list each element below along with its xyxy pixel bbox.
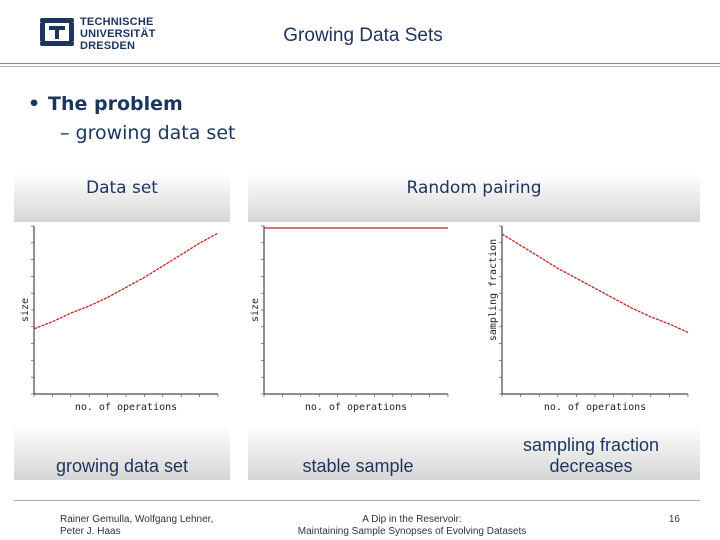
footer-authors: Rainer Gemulla, Wolfgang Lehner, Peter J… — [60, 514, 213, 538]
chart-data-set: no. of operations size — [18, 222, 222, 412]
tu-dresden-logo: TECHNISCHE UNIVERSITÄT DRESDEN — [38, 14, 168, 54]
footer-divider — [14, 500, 700, 501]
chart-sampling-fraction: no. of operations sampling fraction — [488, 222, 694, 412]
panel-random-pairing-footer: stable sample sampling fraction decrease… — [248, 424, 700, 480]
footer-talk-title: A Dip in the Reservoir: Maintaining Samp… — [272, 514, 552, 538]
caption-sampling-fraction: sampling fraction decreases — [522, 435, 660, 476]
panel-heading-random-pairing: Random pairing — [406, 178, 542, 198]
series-line — [33, 232, 219, 330]
y-axis-label: size — [20, 298, 31, 322]
header-divider — [0, 63, 720, 64]
x-axis-label: no. of operations — [305, 402, 407, 412]
footer-talk-line-2: Maintaining Sample Synopses of Evolving … — [297, 526, 527, 537]
y-axis-label: size — [250, 298, 261, 322]
sub-bullet: – growing data set — [60, 122, 236, 144]
y-axis-label: sampling fraction — [488, 239, 499, 341]
caption-stable-sample: stable sample — [302, 456, 414, 476]
series-line — [501, 233, 689, 334]
panel-random-pairing-header: Random pairing — [248, 174, 700, 222]
chart-data-set-svg: no. of operations size — [20, 225, 219, 412]
tu-logo-icon — [40, 18, 74, 46]
logo-line-2: UNIVERSITÄT — [80, 28, 156, 40]
footer-authors-line-1: Rainer Gemulla, Wolfgang Lehner, — [60, 514, 214, 525]
bullet-problem: • The problem — [28, 93, 183, 115]
logo-line-1: TECHNISCHE — [80, 16, 154, 28]
bullet-text: The problem — [48, 93, 183, 115]
panel-data-set-footer: growing data set — [14, 424, 230, 480]
chart-stable-sample: no. of operations size — [250, 222, 454, 412]
panel-data-set-header: Data set — [14, 174, 230, 222]
slide-title: Growing Data Sets — [283, 25, 443, 46]
chart-stable-sample-svg: no. of operations size — [250, 225, 449, 412]
page-number: 16 — [668, 514, 680, 525]
header-divider-secondary — [0, 66, 720, 67]
chart-sampling-fraction-svg: no. of operations sampling fraction — [488, 225, 689, 412]
panel-heading-data-set: Data set — [86, 178, 158, 198]
x-axis-label: no. of operations — [544, 402, 646, 412]
footer-talk-line-1: A Dip in the Reservoir: — [362, 514, 462, 525]
logo-line-3: DRESDEN — [80, 40, 136, 52]
caption-growing-data-set: growing data set — [55, 456, 189, 476]
footer-authors-line-2: Peter J. Haas — [60, 526, 121, 537]
x-axis-label: no. of operations — [75, 402, 177, 412]
bullet-dot-icon: • — [28, 93, 41, 115]
